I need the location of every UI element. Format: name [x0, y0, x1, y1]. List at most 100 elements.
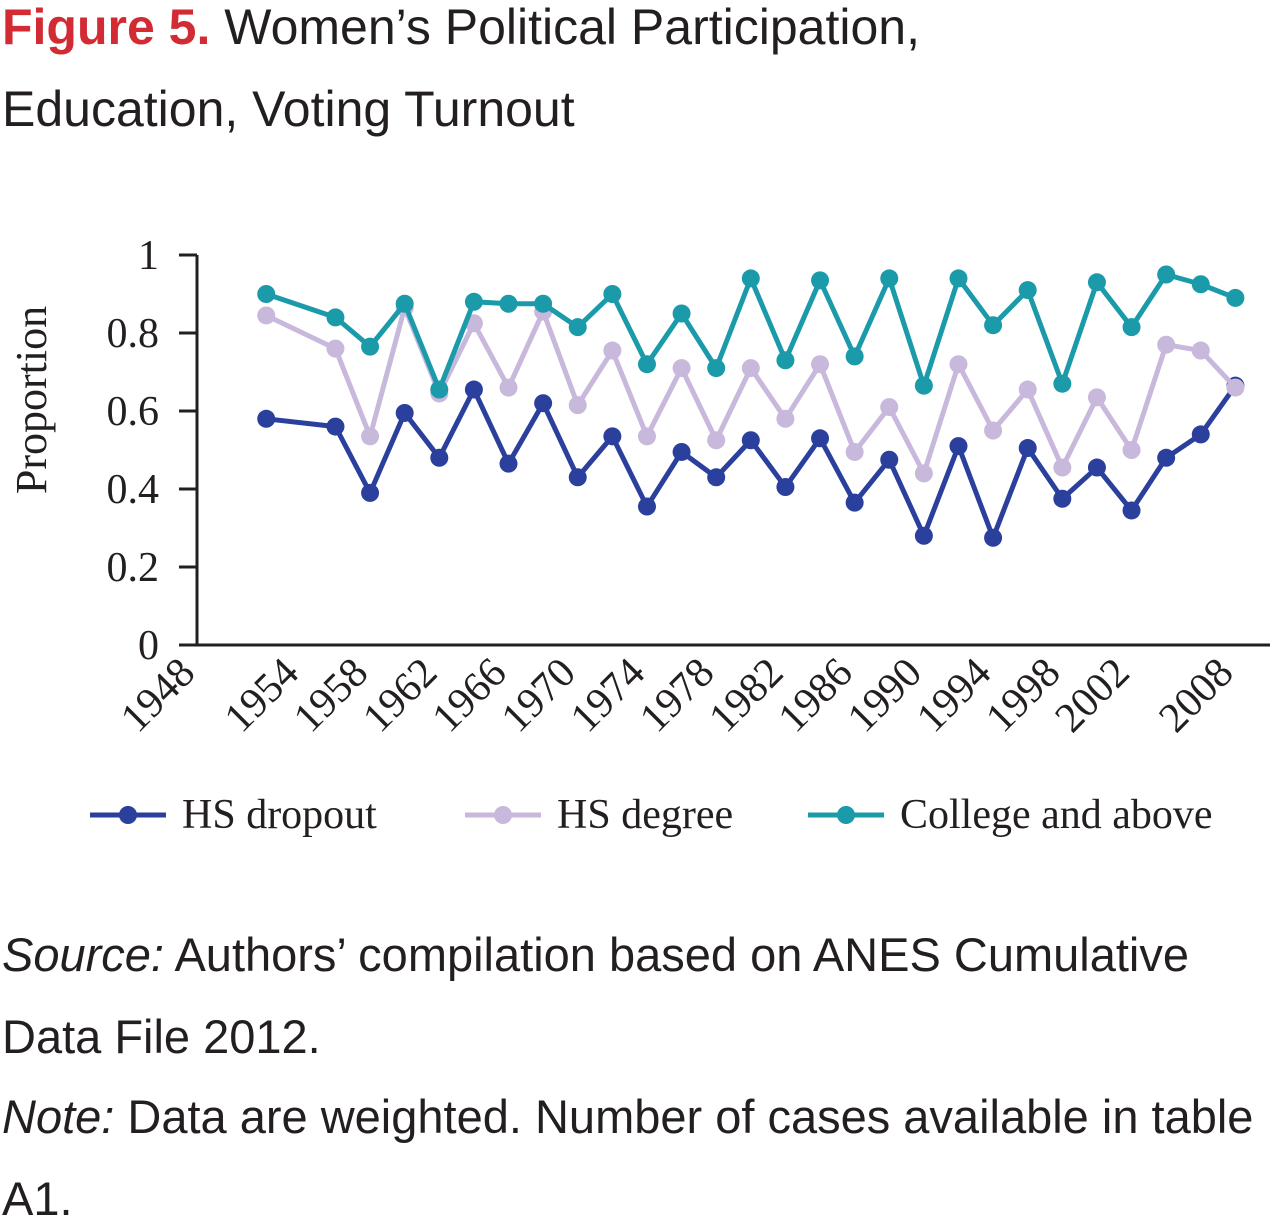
point [1018, 380, 1037, 399]
point [741, 431, 760, 450]
point [672, 359, 691, 378]
y-axis-label: Proportion [7, 306, 56, 494]
point [707, 468, 726, 487]
source-note: Source: Authors’ compilation based on AN… [2, 914, 1272, 1078]
point [257, 306, 276, 325]
point [1122, 318, 1141, 337]
point [1122, 501, 1141, 520]
source-label: Source: [2, 928, 164, 981]
x-tick-label: 1970 [493, 650, 585, 742]
note: Note: Data are weighted. Number of cases… [2, 1076, 1272, 1218]
point [949, 437, 968, 456]
point [1157, 335, 1176, 354]
point [326, 417, 345, 436]
x-tick-label: 1990 [839, 650, 931, 742]
point [776, 478, 795, 497]
series-line [265, 384, 1238, 541]
point [880, 269, 899, 288]
point [672, 442, 691, 461]
point [1226, 378, 1245, 397]
point [811, 271, 830, 290]
point [1191, 275, 1210, 294]
point [637, 427, 656, 446]
point [914, 376, 933, 395]
point [811, 355, 830, 374]
x-tick-label: 1966 [424, 650, 516, 742]
y-tick-label: 0.4 [107, 467, 160, 513]
note-label: Note: [2, 1090, 115, 1143]
point [1087, 458, 1106, 477]
point [568, 396, 587, 415]
point [845, 442, 864, 461]
x-tick-label: 1962 [354, 650, 446, 742]
point [361, 427, 380, 446]
point [984, 528, 1003, 547]
point [430, 448, 449, 467]
series-line [265, 305, 1238, 476]
point [1018, 439, 1037, 458]
figure-label: Figure 5. [2, 0, 211, 55]
point [430, 380, 449, 399]
point [499, 454, 518, 473]
point [811, 429, 830, 448]
y-tick-label: 0 [138, 623, 159, 669]
point [1053, 374, 1072, 393]
point [914, 464, 933, 483]
point [603, 427, 622, 446]
point [776, 409, 795, 428]
point [257, 409, 276, 428]
point [637, 355, 656, 374]
legend-marker [494, 806, 512, 824]
point [395, 403, 414, 422]
point [707, 359, 726, 378]
legend-label: HS dropout [182, 792, 377, 838]
point [914, 526, 933, 545]
point [534, 294, 553, 313]
point [637, 497, 656, 516]
x-tick-label: 1986 [770, 650, 862, 742]
x-tick-label: 1954 [216, 650, 308, 742]
y-tick-label: 0.8 [107, 311, 160, 357]
point [1191, 425, 1210, 444]
point [1157, 265, 1176, 284]
title-text: Women’s Political Participation, Educati… [2, 0, 920, 137]
point [741, 269, 760, 288]
point [1087, 388, 1106, 407]
x-tick-label: 1974 [562, 650, 654, 742]
point [603, 341, 622, 360]
x-tick-label: 1994 [908, 650, 1000, 742]
point [568, 468, 587, 487]
point [880, 398, 899, 417]
x-tick-label: 1958 [285, 650, 377, 742]
x-tick-label: 2008 [1151, 650, 1243, 742]
point [499, 378, 518, 397]
point [361, 483, 380, 502]
point [326, 339, 345, 358]
legend-label: HS degree [557, 792, 733, 838]
legend-label: College and above [900, 792, 1213, 838]
point [1053, 458, 1072, 477]
y-tick-label: 1 [138, 233, 159, 279]
figure-title: Figure 5. Women’s Political Participatio… [2, 0, 1102, 150]
point [672, 304, 691, 323]
point [1191, 341, 1210, 360]
point [603, 285, 622, 303]
point [1018, 281, 1037, 300]
point [1087, 273, 1106, 292]
point [1157, 448, 1176, 467]
point [880, 450, 899, 469]
x-tick-label: 2002 [1047, 650, 1139, 742]
x-tick-label: 1982 [701, 650, 793, 742]
point [534, 394, 553, 413]
x-tick-label: 1978 [631, 650, 723, 742]
x-tick-label: 1998 [977, 650, 1069, 742]
point [984, 316, 1003, 335]
source-text: Authors’ compilation based on ANES Cumul… [2, 928, 1189, 1063]
point [1053, 489, 1072, 508]
y-tick-label: 0.6 [107, 389, 160, 435]
point [1122, 441, 1141, 459]
point [741, 359, 760, 378]
point [949, 355, 968, 374]
